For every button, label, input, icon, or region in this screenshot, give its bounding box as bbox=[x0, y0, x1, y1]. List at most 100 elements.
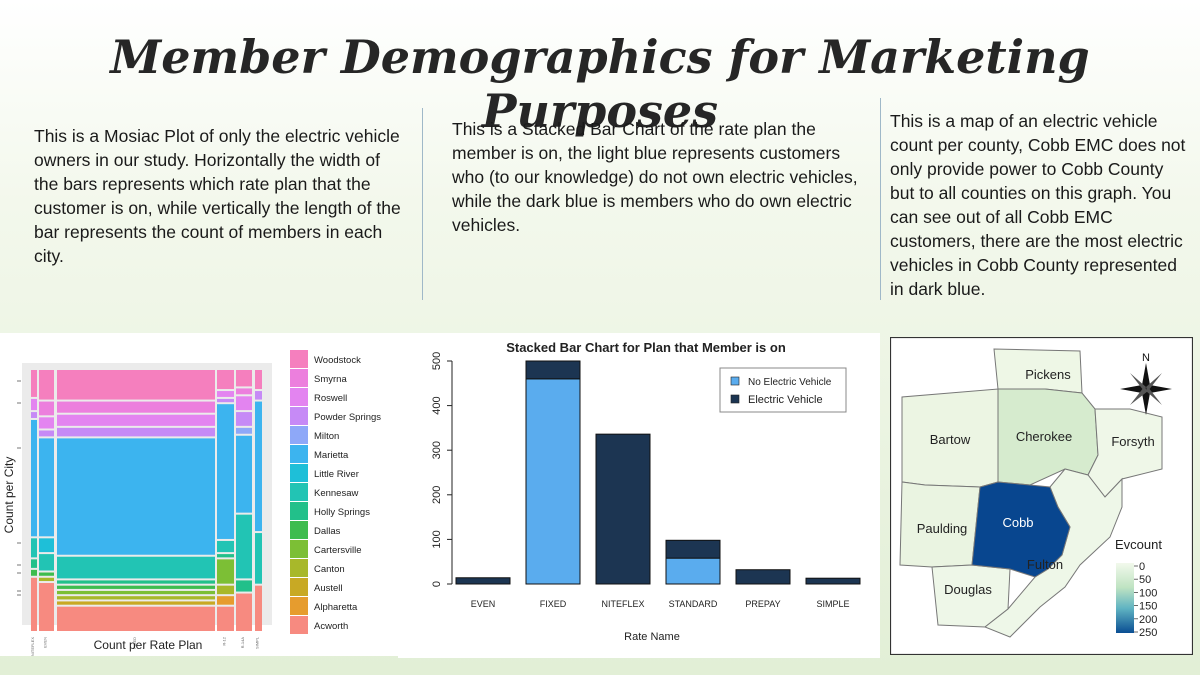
y-tick-label: 0 bbox=[431, 581, 443, 587]
mosaic-cell-holly-springs bbox=[31, 559, 37, 568]
y-tick-label: 300 bbox=[431, 441, 443, 459]
mosaic-legend-label: Smyrna bbox=[314, 374, 347, 385]
bar-segment-ev-standard bbox=[665, 539, 721, 559]
stacked-bar-chart: Stacked Bar Chart for Plan that Member i… bbox=[431, 340, 861, 643]
mosaic-cell-woodstock bbox=[255, 370, 262, 390]
mosaic-y-ticks bbox=[17, 380, 21, 596]
mosaic-legend-swatch bbox=[290, 521, 308, 539]
mosaic-cell-acworth bbox=[217, 606, 234, 631]
mosaic-cell-kennesaw bbox=[31, 538, 37, 558]
bar-segment-no-ev-fixed bbox=[525, 378, 581, 585]
mosaic-cell-woodstock bbox=[31, 370, 37, 397]
x-category-label: PREPAY bbox=[745, 599, 780, 609]
mosaic-cell-cartersville bbox=[57, 590, 215, 595]
mosaic-cell-holly-springs bbox=[57, 580, 215, 584]
caption-divider bbox=[880, 98, 881, 300]
mosaic-cell-acworth bbox=[236, 593, 252, 631]
mosaic-legend-swatch bbox=[290, 407, 308, 425]
label-paulding: Paulding bbox=[917, 521, 968, 536]
x-category-label: SIMPLE bbox=[816, 599, 849, 609]
bar-segment-ev-fixed bbox=[525, 360, 581, 380]
mosaic-cell-woodstock bbox=[57, 370, 215, 400]
bar-legend: No Electric Vehicle Electric Vehicle bbox=[719, 367, 847, 413]
mosaic-cell-alpharetta bbox=[217, 596, 234, 605]
mosaic-legend-swatch bbox=[290, 445, 308, 463]
mosaic-cell-marietta bbox=[39, 438, 54, 537]
slide-title: Member Demographics for Marketing Purpos… bbox=[110, 30, 1090, 138]
mosaic-x-tick-label: NITEFLEX bbox=[30, 637, 35, 656]
label-douglas: Douglas bbox=[944, 582, 992, 597]
mosaic-x-tick-label: R-14A bbox=[240, 637, 245, 649]
y-tick-label: 400 bbox=[431, 396, 443, 414]
mosaic-cells bbox=[31, 370, 262, 631]
y-tick-label: 100 bbox=[431, 530, 443, 548]
mosaic-legend-label: Acworth bbox=[314, 621, 348, 632]
mosaic-cell-smyrna bbox=[236, 388, 252, 395]
mosaic-x-tick-label: SIMPL bbox=[255, 636, 260, 649]
compass-rose-icon: N bbox=[1120, 352, 1172, 415]
mosaic-cell-powder-springs bbox=[255, 391, 262, 400]
mosaic-legend-label: Canton bbox=[314, 564, 345, 575]
bar-segment-ev-simple bbox=[805, 577, 861, 585]
map-legend-tick-label: 0 bbox=[1139, 561, 1145, 573]
mosaic-cell-kennesaw bbox=[236, 514, 252, 579]
mosaic-y-axis-label: Count per City bbox=[2, 457, 16, 534]
county-map: Pickens Bartow Cherokee Forsyth Paulding… bbox=[889, 336, 1194, 656]
bar-y-axis: 0 100 200 300 400 500 bbox=[431, 352, 453, 587]
x-category-label: EVEN bbox=[471, 599, 496, 609]
mosaic-legend-label: Alpharetta bbox=[314, 602, 358, 613]
mosaic-cell-austell bbox=[57, 601, 215, 605]
mosaic-legend-label: Holly Springs bbox=[314, 507, 370, 518]
mosaic-cell-powder-springs bbox=[236, 412, 252, 426]
mosaic-legend-label: Kennesaw bbox=[314, 488, 359, 499]
county-cobb bbox=[971, 481, 1071, 578]
map-legend-title: Evcount bbox=[1115, 537, 1162, 552]
bar-legend-box bbox=[719, 367, 847, 413]
mosaic-cell-marietta bbox=[236, 435, 252, 513]
stacked-bar-chart-panel: Stacked Bar Chart for Plan that Member i… bbox=[398, 333, 880, 658]
mosaic-cell-acworth bbox=[39, 583, 54, 631]
mosaic-cell-marietta bbox=[255, 401, 262, 532]
mosaic-legend-swatch bbox=[290, 559, 308, 577]
mosaic-cell-roswell bbox=[236, 396, 252, 411]
legend-label-no-ev: No Electric Vehicle bbox=[748, 377, 832, 388]
label-bartow: Bartow bbox=[930, 432, 971, 447]
x-category-label: FIXED bbox=[540, 599, 567, 609]
mosaic-cell-cartersville bbox=[217, 559, 234, 584]
mosaic-legend-label: Little River bbox=[314, 469, 359, 480]
mosaic-cell-powder-springs bbox=[39, 430, 54, 437]
mosaic-legend-swatch bbox=[290, 426, 308, 444]
mosaic-cell-kennesaw bbox=[217, 540, 234, 553]
mosaic-cell-woodstock bbox=[39, 370, 54, 400]
legend-label-ev: Electric Vehicle bbox=[748, 394, 823, 406]
mosaic-legend-label: Powder Springs bbox=[314, 412, 381, 423]
mosaic-legend-swatch bbox=[290, 616, 308, 634]
mosaic-legend-label: Milton bbox=[314, 431, 339, 442]
mosaic-legend-swatch bbox=[290, 483, 308, 501]
bar-x-axis-label: Rate Name bbox=[624, 631, 680, 643]
mosaic-x-tick-label: FIXED bbox=[132, 637, 137, 649]
mosaic-cell-acworth bbox=[31, 577, 37, 631]
mosaic-cell-roswell bbox=[31, 398, 37, 411]
mosaic-cell-marietta bbox=[57, 438, 215, 555]
mosaic-legend-swatch bbox=[290, 540, 308, 558]
label-cobb: Cobb bbox=[1002, 515, 1033, 530]
mosaic-cell-kennesaw bbox=[255, 533, 262, 584]
mosaic-legend-label: Cartersville bbox=[314, 545, 362, 556]
bar-chart-title: Stacked Bar Chart for Plan that Member i… bbox=[506, 340, 786, 355]
mosaic-cell-powder-springs bbox=[217, 398, 234, 403]
mosaic-cell-canton bbox=[39, 577, 54, 582]
mosaic-cell-marietta bbox=[31, 419, 37, 537]
mosaic-cell-powder-springs bbox=[31, 412, 37, 418]
mosaic-legend-label: Marietta bbox=[314, 450, 349, 461]
label-fulton: Fulton bbox=[1027, 557, 1063, 572]
county-shapes bbox=[899, 348, 1163, 638]
mosaic-legend-swatch bbox=[290, 464, 308, 482]
mosaic-legend-label: Roswell bbox=[314, 393, 347, 404]
map-legend-tick-label: 50 bbox=[1139, 574, 1151, 586]
bar-x-labels: EVEN FIXED NITEFLEX STANDARD PREPAY SIMPLE bbox=[471, 599, 850, 609]
map-legend-colorbar bbox=[1116, 563, 1134, 633]
mosaic-x-tick-label: EVEN bbox=[43, 637, 48, 648]
mosaic-legend-swatch bbox=[290, 388, 308, 406]
